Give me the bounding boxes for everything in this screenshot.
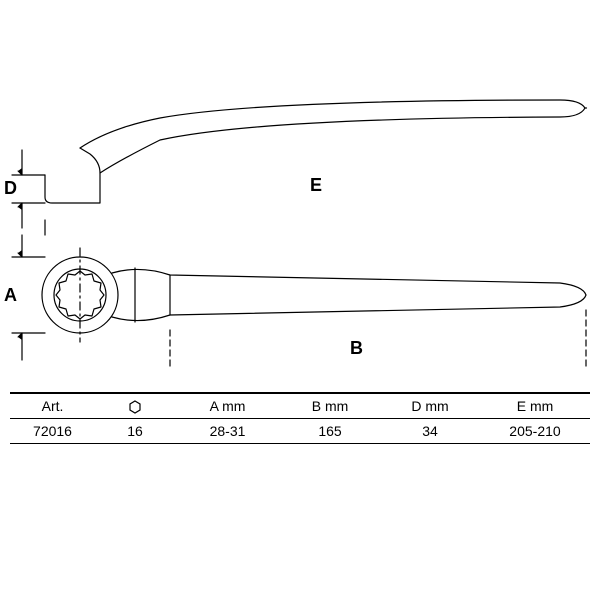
- col-art: Art.: [10, 394, 95, 419]
- cell-b: 165: [280, 419, 380, 444]
- dim-label-d: D: [4, 178, 17, 199]
- col-d: D mm: [380, 394, 480, 419]
- cell-e: 205-210: [480, 419, 590, 444]
- page: D E A B Art. A mm B mm D mm: [0, 0, 600, 600]
- hex-icon: [128, 400, 142, 414]
- cell-hex: 16: [95, 419, 175, 444]
- dim-label-a: A: [4, 285, 17, 306]
- cell-art: 72016: [10, 419, 95, 444]
- cell-d: 34: [380, 419, 480, 444]
- dim-label-e: E: [310, 175, 322, 196]
- table-row: 72016 16 28-31 165 34 205-210: [10, 419, 590, 444]
- spec-table: Art. A mm B mm D mm E mm 72016 16 28-31 …: [10, 394, 590, 444]
- col-a: A mm: [175, 394, 280, 419]
- dim-label-b: B: [350, 338, 363, 359]
- col-e: E mm: [480, 394, 590, 419]
- wrench-technical-drawing: [0, 0, 600, 390]
- cell-a: 28-31: [175, 419, 280, 444]
- table-header-row: Art. A mm B mm D mm E mm: [10, 394, 590, 419]
- col-b: B mm: [280, 394, 380, 419]
- col-hex: [95, 394, 175, 419]
